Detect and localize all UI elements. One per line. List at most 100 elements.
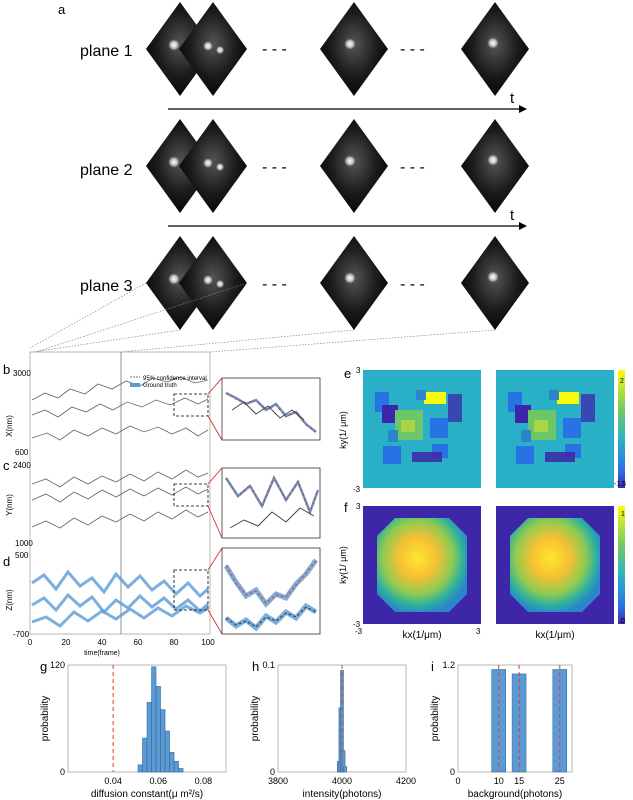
y-tick: 600: [15, 448, 29, 457]
trajectory-x1: [31, 376, 209, 401]
guide-lines: [29, 282, 496, 353]
cell-image: [320, 119, 388, 213]
y-axis-label: Y(nm): [5, 494, 14, 516]
x-tick: 4200: [396, 776, 416, 786]
x-tick: 3800: [268, 776, 288, 786]
panel-label-e: e: [344, 366, 351, 381]
cell-image: [461, 236, 529, 330]
histogram-g: 0.04 0.06 0.08 0 120 diffusion constant(μ m²/…: [40, 660, 227, 800]
zoom-box-b: [173, 393, 209, 417]
hist-bar: [142, 737, 148, 773]
phase-map-right: [496, 370, 614, 488]
hist-bar: [173, 761, 179, 773]
zoom-box-c: [173, 483, 209, 507]
trajectory-panels: 3000 600 X(nm) 95% confidence interval G…: [5, 351, 321, 657]
trajectory-x3: [31, 425, 209, 441]
panel-label-b: b: [3, 362, 10, 377]
y-tick: 0: [450, 767, 455, 777]
hist-bar: [160, 709, 166, 773]
x-tick: 25: [555, 776, 565, 786]
y-tick: 2400: [13, 461, 31, 470]
x-tick: 10: [494, 776, 504, 786]
traj-frame: [29, 351, 211, 635]
y-axis-label: X(nm): [5, 415, 14, 437]
x-tick: 40: [98, 638, 107, 647]
x-tick: -3: [355, 627, 363, 636]
y-tick: 1.2: [442, 660, 455, 670]
y-axis-label: ky(1/ μm): [338, 546, 348, 584]
legend-ci: 95% confidence interval: [143, 376, 207, 382]
x-tick: 0: [455, 776, 460, 786]
x-tick: 15: [514, 776, 524, 786]
hist-bar: [146, 702, 152, 773]
colorbar-tick: 1: [621, 511, 625, 518]
arrow-head: [519, 222, 527, 230]
trajectory-x2: [31, 397, 209, 418]
hist-bar: [164, 730, 170, 773]
ellipsis: - - -: [400, 276, 425, 293]
trajectory-y2: [31, 486, 209, 503]
panel-label-c: c: [3, 458, 10, 473]
y-tick: 0: [270, 767, 275, 777]
panel-label-f: f: [344, 500, 348, 515]
x-axis-label: intensity(photons): [303, 789, 382, 800]
histogram-h: 3800 4000 4200 0 0.1 intensity(photons) probab…: [250, 660, 416, 800]
ellipsis: - - -: [262, 41, 287, 58]
trajectory-y1: [31, 469, 209, 488]
cell-image: [461, 2, 529, 96]
colorbar-tick: 0: [621, 618, 625, 625]
trajectory-y3: [31, 509, 209, 529]
panel-f: ky(1/ μm) 3 -3 -3 3 kx(1/μm) kx(1/μm) 1 …: [338, 502, 625, 641]
x-tick: 60: [134, 638, 143, 647]
trajectory-z1: [31, 569, 209, 599]
x-axis-label: kx(1/μm): [535, 630, 574, 641]
x-axis-label: kx(1/μm): [402, 630, 441, 641]
hist-bar: [343, 766, 347, 773]
hist-bar: [137, 764, 143, 773]
hist-bar: [151, 666, 157, 773]
y-tick: 0.1: [262, 660, 275, 670]
panel-e: ky(1/ μm) 3 -3: [338, 366, 626, 494]
magnitude-map-left: [363, 506, 481, 624]
x-tick: 0.06: [150, 776, 168, 786]
arrow-head: [519, 105, 527, 113]
y-tick: 1000: [15, 539, 33, 548]
cell-image: [320, 236, 388, 330]
x-axis-label: time(frame): [84, 650, 120, 657]
x-tick: 4000: [332, 776, 352, 786]
panel-label-i: i: [431, 659, 434, 674]
y-tick: -700: [13, 630, 30, 639]
y-tick: 500: [15, 551, 29, 560]
colorbar: [618, 506, 625, 624]
x-tick: 0: [28, 638, 33, 647]
inset-c: [221, 467, 321, 539]
cell-image: [179, 2, 247, 96]
panel-label-g: g: [40, 659, 47, 674]
legend: 95% confidence interval Ground truth: [130, 376, 207, 389]
ellipsis: - - -: [262, 276, 287, 293]
cell-image: [179, 236, 247, 330]
colorbar: [618, 370, 625, 488]
x-tick: 20: [62, 638, 71, 647]
plane-row-3: plane 3 - - - - - -: [80, 236, 529, 330]
y-tick: -3: [353, 620, 361, 629]
x-tick: 80: [170, 638, 179, 647]
x-axis-label: background(photons): [468, 789, 563, 800]
x-tick: 0.08: [195, 776, 213, 786]
panel-label-a: a: [58, 2, 66, 17]
panel-label-d: d: [3, 554, 10, 569]
y-tick: 3000: [13, 369, 31, 378]
x-tick: 3: [476, 627, 481, 636]
inset-b: [221, 377, 321, 441]
ellipsis: - - -: [262, 159, 287, 176]
ellipsis: - - -: [400, 159, 425, 176]
hist-bar: [155, 686, 161, 773]
cell-image: [179, 119, 247, 213]
hist-bar: [169, 752, 175, 773]
plane-row-2: plane 2 - - - - - -: [80, 119, 529, 213]
trajectory-z3: [31, 604, 209, 628]
colorbar-tick: 2: [620, 378, 624, 385]
y-axis-label: probability: [430, 696, 441, 742]
x-tick: 100: [201, 638, 215, 647]
